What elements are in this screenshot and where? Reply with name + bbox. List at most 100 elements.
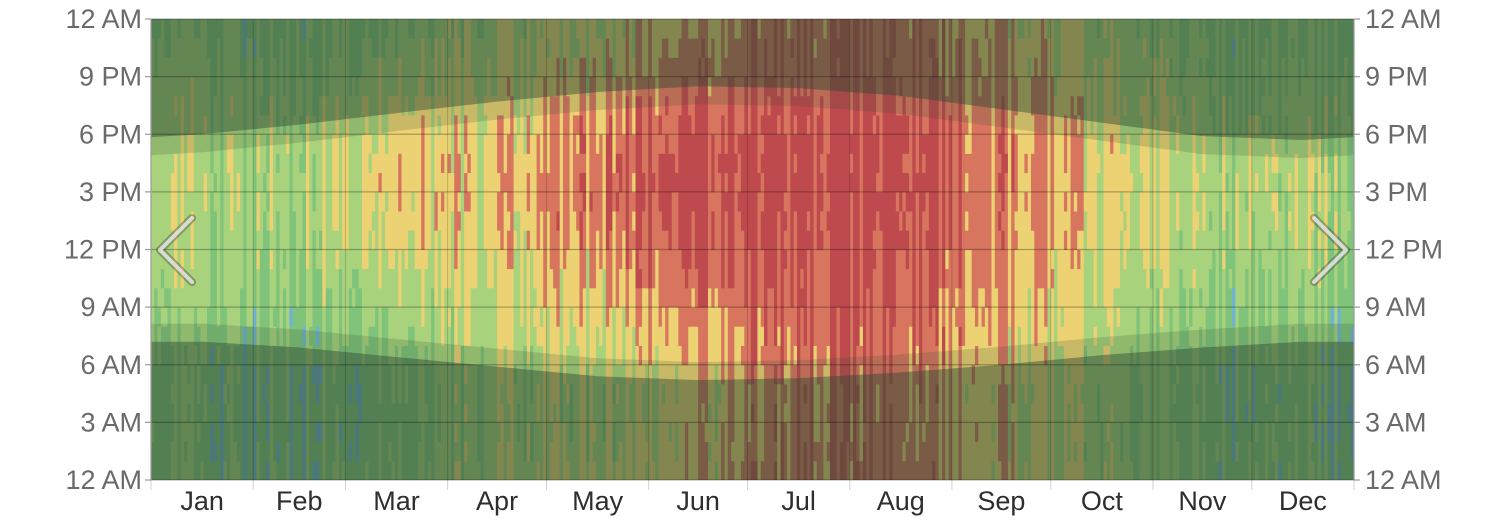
heatmap-cell xyxy=(1182,76,1187,97)
heatmap-cell xyxy=(1261,57,1266,78)
next-arrow-button[interactable] xyxy=(1310,214,1350,286)
heatmap-cell xyxy=(572,211,577,327)
heatmap-cell xyxy=(408,326,412,480)
heatmap-cell xyxy=(902,172,907,193)
heatmap-cell xyxy=(266,115,271,135)
heatmap-cell xyxy=(632,211,637,231)
heatmap-cell xyxy=(348,441,353,462)
heatmap-day-column xyxy=(408,19,412,480)
heatmap-cell xyxy=(642,211,646,289)
heatmap-cell xyxy=(1126,19,1131,135)
heatmap-cell xyxy=(945,19,950,97)
heatmap-cell xyxy=(1185,326,1190,480)
heatmap-cell xyxy=(536,134,541,250)
heatmap-cell xyxy=(151,422,155,442)
heatmap-cell xyxy=(800,19,805,97)
heatmap-cell xyxy=(1014,115,1019,135)
heatmap-cell xyxy=(1050,268,1055,289)
heatmap-cell xyxy=(589,287,594,480)
heatmap-cell xyxy=(1027,76,1032,289)
heatmap-cell xyxy=(892,57,897,78)
heatmap-cell xyxy=(592,19,597,58)
heatmap-cell xyxy=(197,441,202,480)
heatmap-day-column xyxy=(490,19,495,480)
heatmap-cell xyxy=(1007,19,1012,39)
heatmap-cell xyxy=(1228,19,1233,97)
heatmap-cell xyxy=(431,95,436,289)
heatmap-cell xyxy=(984,19,989,39)
heatmap-day-column xyxy=(1350,19,1354,480)
heatmap-day-column xyxy=(160,19,165,480)
heatmap-cell xyxy=(592,57,597,289)
heatmap-cell xyxy=(546,38,551,58)
heatmap-cell xyxy=(856,345,861,385)
heatmap-cell xyxy=(516,441,521,480)
heatmap-cell xyxy=(922,211,927,423)
heatmap-cell xyxy=(213,19,218,97)
heatmap-cell xyxy=(899,249,904,480)
heatmap-cell xyxy=(1265,326,1269,346)
heatmap-cell xyxy=(1080,383,1085,404)
heatmap-day-column xyxy=(866,19,871,480)
heatmap-cell xyxy=(1321,422,1325,462)
heatmap-cell xyxy=(1251,19,1256,116)
heatmap-cell xyxy=(193,364,198,480)
heatmap-cell xyxy=(533,76,538,289)
navigation-arrows[interactable] xyxy=(156,214,1350,286)
heatmap-cell xyxy=(806,95,811,116)
heatmap-cell xyxy=(744,19,749,78)
heatmap-cell xyxy=(981,307,986,327)
heatmap-cell xyxy=(1014,19,1019,78)
heatmap-cell xyxy=(523,19,528,39)
heatmap-cell xyxy=(642,383,646,423)
heatmap-cell xyxy=(638,19,643,97)
heatmap-cell xyxy=(497,191,501,231)
heatmap-cell xyxy=(1288,191,1292,212)
heatmap-cell xyxy=(388,364,393,442)
heatmap-cell xyxy=(645,76,650,289)
heatmap-cell xyxy=(352,76,356,270)
heatmap-cell xyxy=(1238,307,1243,480)
heatmap-cell xyxy=(398,307,403,404)
heatmap-cell xyxy=(1232,345,1236,462)
night-morning xyxy=(151,341,1354,480)
heatmap-day-column xyxy=(991,19,996,480)
heatmap-cell xyxy=(315,403,320,423)
heatmap-cell xyxy=(965,249,969,385)
heatmap-cell xyxy=(658,211,663,327)
heatmap-cell xyxy=(266,172,271,193)
heatmap-cell xyxy=(1185,19,1190,58)
heatmap-cell xyxy=(1228,287,1233,480)
heatmap-cell xyxy=(335,249,340,270)
heatmap-day-column xyxy=(698,19,703,480)
heatmap-cell xyxy=(309,326,314,346)
heatmap-cell xyxy=(1288,441,1292,462)
heatmap-cell xyxy=(955,38,960,289)
heatmap-cell xyxy=(302,364,307,480)
heatmap-cell xyxy=(1311,211,1316,231)
previous-arrow-button[interactable] xyxy=(156,214,196,286)
heatmap-cell xyxy=(447,38,452,58)
heatmap-cell xyxy=(793,153,798,174)
heatmap-cell xyxy=(1073,249,1078,385)
x-tick-label: Dec xyxy=(1279,486,1327,516)
heatmap-cell xyxy=(988,38,993,346)
heatmap-cell xyxy=(404,345,409,366)
heatmap-day-column xyxy=(302,19,307,480)
heatmap-cell xyxy=(681,19,686,78)
heatmap-cell xyxy=(1235,422,1240,442)
heatmap-cell xyxy=(576,19,581,39)
heatmap-cell xyxy=(1258,249,1263,480)
heatmap-cell xyxy=(1268,230,1273,250)
heatmap-cell xyxy=(1123,268,1128,480)
heatmap-cell xyxy=(371,57,376,154)
heatmap-cell xyxy=(586,19,590,97)
heatmap-cell xyxy=(681,268,686,366)
heatmap-cell xyxy=(1182,287,1187,480)
heatmap-cell xyxy=(444,287,449,480)
heatmap-cell xyxy=(1172,364,1177,385)
heatmap-cell xyxy=(1087,249,1091,480)
y-tick-label-left: 6 AM xyxy=(80,350,142,380)
heatmap-cell xyxy=(635,287,640,346)
heatmap-cell xyxy=(562,19,567,58)
